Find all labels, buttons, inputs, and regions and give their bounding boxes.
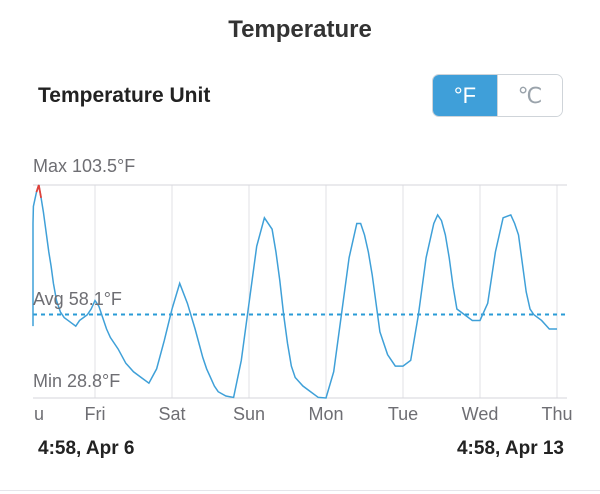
- day-tick-label: Mon: [308, 404, 343, 424]
- bottom-divider: [0, 490, 600, 491]
- temperature-chart: Max 103.5°F Avg 58.1°F Min 28.8°F u Fri Sa…: [32, 156, 573, 424]
- max-label: Max 103.5°F: [33, 156, 135, 176]
- max-peak-highlight: [35, 184, 42, 198]
- day-tick-label: Wed: [462, 404, 499, 424]
- range-end-label: 4:58, Apr 13: [456, 438, 564, 459]
- chart-gridlines: [94, 185, 558, 398]
- temperature-unit-label: Temperature Unit: [38, 84, 211, 107]
- day-tick-label: Thu: [541, 404, 572, 424]
- day-tick-label: Sun: [233, 404, 265, 424]
- range-start-label: 4:58, Apr 6: [38, 438, 135, 459]
- day-tick-label: u: [34, 404, 44, 424]
- min-label: Min 28.8°F: [33, 371, 120, 391]
- page-title: Temperature: [228, 16, 372, 43]
- fahrenheit-option[interactable]: °F: [433, 75, 497, 116]
- day-tick-labels: u Fri Sat Sun Mon Tue Wed Thu: [34, 404, 573, 424]
- avg-label: Avg 58.1°F: [33, 289, 122, 309]
- day-tick-label: Sat: [158, 404, 185, 424]
- day-tick-label: Fri: [85, 404, 106, 424]
- unit-segmented-control[interactable]: °F ℃: [432, 74, 563, 117]
- day-tick-label: Tue: [388, 404, 418, 424]
- celsius-option[interactable]: ℃: [497, 75, 562, 116]
- temperature-series-line: [32, 184, 557, 399]
